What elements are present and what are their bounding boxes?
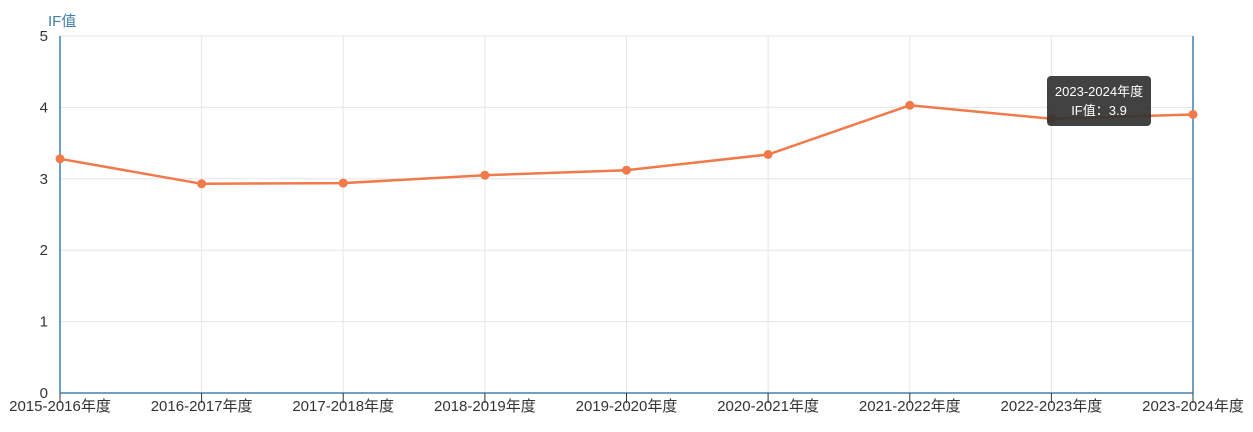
svg-text:5: 5 (40, 28, 48, 45)
svg-text:2020-2021年度: 2020-2021年度 (717, 398, 819, 415)
svg-text:2015-2016年度: 2015-2016年度 (9, 398, 111, 415)
svg-text:2019-2020年度: 2019-2020年度 (576, 398, 678, 415)
svg-text:2023-2024年度: 2023-2024年度 (1142, 398, 1244, 415)
svg-text:2: 2 (40, 242, 48, 259)
svg-text:1: 1 (40, 314, 48, 331)
svg-text:2017-2018年度: 2017-2018年度 (292, 398, 394, 415)
svg-text:2018-2019年度: 2018-2019年度 (434, 398, 536, 415)
svg-text:4: 4 (40, 99, 48, 116)
svg-text:3: 3 (40, 171, 48, 188)
svg-text:2016-2017年度: 2016-2017年度 (151, 398, 253, 415)
svg-text:2022-2023年度: 2022-2023年度 (1001, 398, 1103, 415)
svg-text:2021-2022年度: 2021-2022年度 (859, 398, 961, 415)
